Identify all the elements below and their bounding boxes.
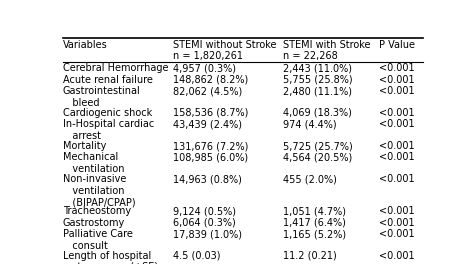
Text: 4,069 (18.3%): 4,069 (18.3%) xyxy=(283,108,352,118)
Text: <0.001: <0.001 xyxy=(379,141,414,151)
Text: <0.001: <0.001 xyxy=(379,119,414,129)
Text: Mechanical
   ventilation: Mechanical ventilation xyxy=(63,152,124,174)
Text: <0.001: <0.001 xyxy=(379,152,414,162)
Text: <0.001: <0.001 xyxy=(379,75,414,85)
Text: <0.001: <0.001 xyxy=(379,251,414,261)
Text: Variables: Variables xyxy=(63,40,108,50)
Text: STEMI with Stroke
n = 22,268: STEMI with Stroke n = 22,268 xyxy=(283,40,371,62)
Text: 82,062 (4.5%): 82,062 (4.5%) xyxy=(173,86,242,96)
Text: 158,536 (8.7%): 158,536 (8.7%) xyxy=(173,108,248,118)
Text: 108,985 (6.0%): 108,985 (6.0%) xyxy=(173,152,248,162)
Text: In-Hospital cardiac
   arrest: In-Hospital cardiac arrest xyxy=(63,119,154,141)
Text: Mortality: Mortality xyxy=(63,141,106,151)
Text: Gastrostomy: Gastrostomy xyxy=(63,218,125,228)
Text: 43,439 (2.4%): 43,439 (2.4%) xyxy=(173,119,242,129)
Text: 14,963 (0.8%): 14,963 (0.8%) xyxy=(173,174,242,184)
Text: 455 (2.0%): 455 (2.0%) xyxy=(283,174,337,184)
Text: 148,862 (8.2%): 148,862 (8.2%) xyxy=(173,75,248,85)
Text: 4.5 (0.03): 4.5 (0.03) xyxy=(173,251,220,261)
Text: Length of hospital
   stay, mean (±SE): Length of hospital stay, mean (±SE) xyxy=(63,251,158,264)
Text: 9,124 (0.5%): 9,124 (0.5%) xyxy=(173,206,236,216)
Text: 1,417 (6.4%): 1,417 (6.4%) xyxy=(283,218,346,228)
Text: 5,725 (25.7%): 5,725 (25.7%) xyxy=(283,141,353,151)
Text: Palliative Care
   consult: Palliative Care consult xyxy=(63,229,133,251)
Text: Non-invasive
   ventilation
   (BIPAP/CPAP): Non-invasive ventilation (BIPAP/CPAP) xyxy=(63,174,136,208)
Text: <0.001: <0.001 xyxy=(379,86,414,96)
Text: <0.001: <0.001 xyxy=(379,229,414,239)
Text: STEMI without Stroke
n = 1,820,261: STEMI without Stroke n = 1,820,261 xyxy=(173,40,277,62)
Text: 5,755 (25.8%): 5,755 (25.8%) xyxy=(283,75,353,85)
Text: 131,676 (7.2%): 131,676 (7.2%) xyxy=(173,141,248,151)
Text: 2,443 (11.0%): 2,443 (11.0%) xyxy=(283,63,352,73)
Text: Gastrointestinal
   bleed: Gastrointestinal bleed xyxy=(63,86,141,108)
Text: 974 (4.4%): 974 (4.4%) xyxy=(283,119,337,129)
Text: P Value: P Value xyxy=(379,40,415,50)
Text: <0.001: <0.001 xyxy=(379,63,414,73)
Text: 6,064 (0.3%): 6,064 (0.3%) xyxy=(173,218,236,228)
Text: 17,839 (1.0%): 17,839 (1.0%) xyxy=(173,229,242,239)
Text: 4,957 (0.3%): 4,957 (0.3%) xyxy=(173,63,236,73)
Text: 1,051 (4.7%): 1,051 (4.7%) xyxy=(283,206,346,216)
Text: <0.001: <0.001 xyxy=(379,108,414,118)
Text: 4,564 (20.5%): 4,564 (20.5%) xyxy=(283,152,353,162)
Text: 1,165 (5.2%): 1,165 (5.2%) xyxy=(283,229,346,239)
Text: Cerebral Hemorrhage: Cerebral Hemorrhage xyxy=(63,63,168,73)
Text: 2,480 (11.1%): 2,480 (11.1%) xyxy=(283,86,352,96)
Text: Tracheostomy: Tracheostomy xyxy=(63,206,131,216)
Text: <0.001: <0.001 xyxy=(379,206,414,216)
Text: Acute renal failure: Acute renal failure xyxy=(63,75,153,85)
Text: 11.2 (0.21): 11.2 (0.21) xyxy=(283,251,337,261)
Text: Cardiogenic shock: Cardiogenic shock xyxy=(63,108,152,118)
Text: <0.001: <0.001 xyxy=(379,174,414,184)
Text: <0.001: <0.001 xyxy=(379,218,414,228)
